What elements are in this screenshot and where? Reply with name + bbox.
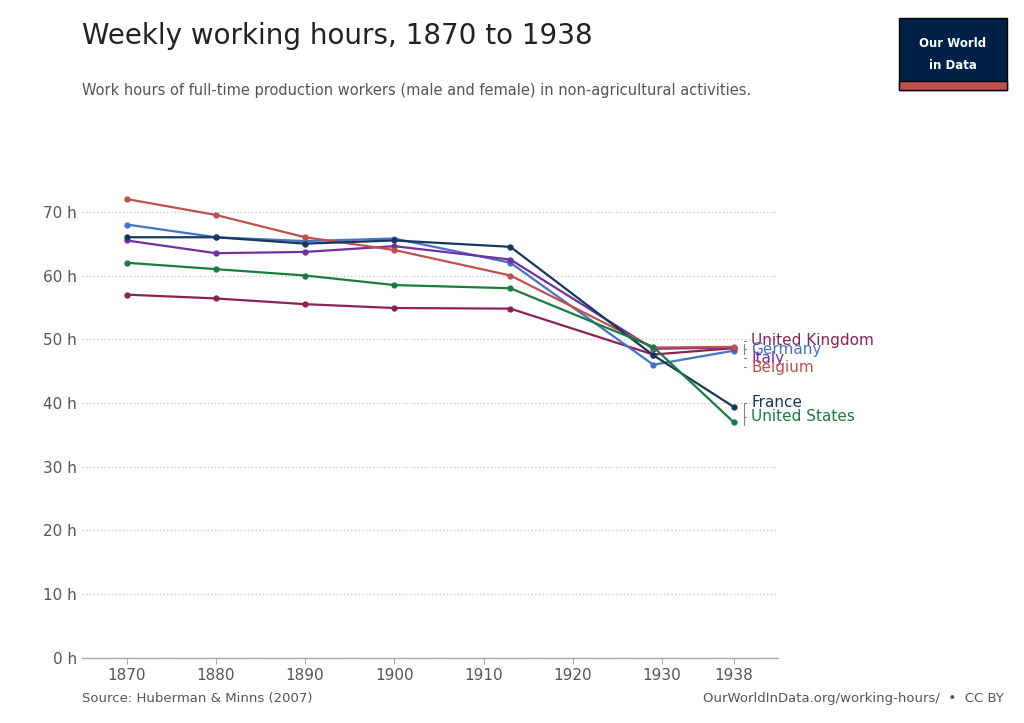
Text: United Kingdom: United Kingdom [752,333,874,348]
Text: Italy: Italy [752,351,784,366]
Text: Work hours of full-time production workers (male and female) in non-agricultural: Work hours of full-time production worke… [82,83,752,98]
FancyBboxPatch shape [899,81,1007,90]
Text: Source: Huberman & Minns (2007): Source: Huberman & Minns (2007) [82,692,312,705]
Text: France: France [752,395,803,411]
Text: OurWorldInData.org/working-hours/  •  CC BY: OurWorldInData.org/working-hours/ • CC B… [702,692,1004,705]
Text: Belgium: Belgium [752,360,814,375]
Text: in Data: in Data [929,59,977,72]
Text: Germany: Germany [752,342,822,357]
Text: Weekly working hours, 1870 to 1938: Weekly working hours, 1870 to 1938 [82,22,593,50]
FancyBboxPatch shape [899,18,1007,90]
Text: United States: United States [752,409,855,424]
Text: Our World: Our World [920,37,986,50]
